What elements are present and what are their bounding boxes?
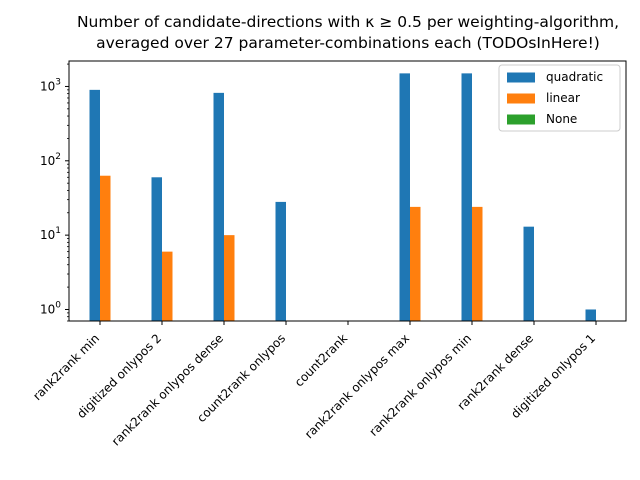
bar-linear-rank2rank-onlypos-min xyxy=(472,206,483,321)
x-tick-label-rank2rank-onlypos-min: rank2rank onlypos min xyxy=(367,331,475,439)
bar-linear-rank2rank-onlypos-max xyxy=(410,206,421,321)
x-tick-label-rank2rank-onlypos-dense: rank2rank onlypos dense xyxy=(109,331,226,448)
y-tick-label: 102 xyxy=(40,152,61,168)
bar-quadratic-rank2rank-onlypos-max xyxy=(399,73,410,322)
bar-linear-rank2rank-onlypos-dense xyxy=(224,235,235,321)
y-axis: 100 101 102 103 xyxy=(40,63,69,322)
x-tick-label-rank2rank-onlypos-max: rank2rank onlypos max xyxy=(302,331,412,441)
bar-linear-digitized-onlypos-2 xyxy=(162,251,173,321)
bar-quadratic-rank2rank-onlypos-min xyxy=(461,73,472,322)
x-tick-label-rank2rank-min: rank2rank min xyxy=(30,331,102,403)
y-tick-label: 100 xyxy=(40,300,61,316)
legend-label-quadratic: quadratic xyxy=(546,70,603,84)
bar-quadratic-rank2rank-dense xyxy=(523,226,534,321)
bar-linear-rank2rank-min xyxy=(100,175,111,321)
legend-swatch-quadratic xyxy=(507,72,535,83)
chart-title-line-2: averaged over 27 parameter-combinations … xyxy=(96,34,600,52)
y-tick-label: 103 xyxy=(40,77,61,93)
legend-label-none: None xyxy=(546,112,577,126)
x-tick-label-count2rank: count2rank xyxy=(292,331,350,389)
bar-quadratic-rank2rank-onlypos-dense xyxy=(213,92,224,321)
bar-quadratic-count2rank-onlypos xyxy=(275,201,286,321)
legend-swatch-none xyxy=(507,114,535,125)
bar-quadratic-rank2rank-min xyxy=(89,89,100,321)
legend: quadratic linear None xyxy=(498,64,621,132)
chart-title-line-1: Number of candidate-directions with κ ≥ … xyxy=(77,13,619,31)
legend-label-linear: linear xyxy=(546,91,580,105)
bar-quadratic-digitized-onlypos-1 xyxy=(585,309,596,321)
y-tick-label: 101 xyxy=(40,226,61,242)
bar-quadratic-digitized-onlypos-2 xyxy=(151,177,162,321)
legend-swatch-linear xyxy=(507,93,535,104)
bars-group xyxy=(89,73,596,322)
